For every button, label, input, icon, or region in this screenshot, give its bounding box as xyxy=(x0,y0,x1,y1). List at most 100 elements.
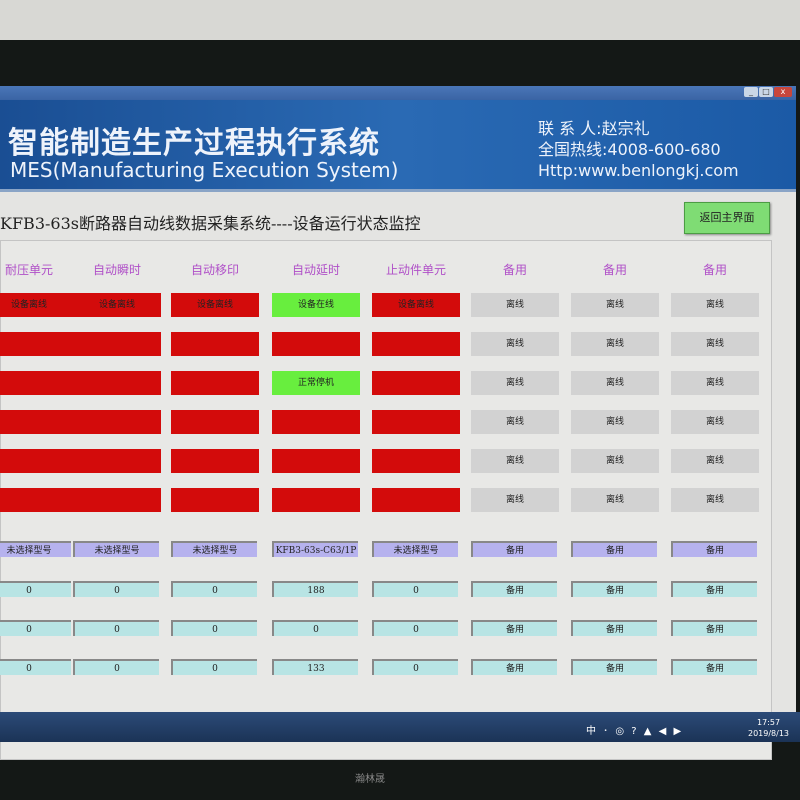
back-to-main-button[interactable]: 返回主界面 xyxy=(684,202,770,234)
status-cell[interactable] xyxy=(372,449,460,473)
status-cell[interactable]: 离线 xyxy=(471,332,559,356)
model-field[interactable]: 未选择型号 xyxy=(171,541,257,557)
count-field[interactable]: 备用 xyxy=(471,581,557,597)
status-cell[interactable] xyxy=(73,410,161,434)
count-field[interactable]: 0 xyxy=(73,581,159,597)
status-cell[interactable]: 离线 xyxy=(571,449,659,473)
status-cell[interactable]: 离线 xyxy=(671,293,759,317)
status-cell[interactable]: 离线 xyxy=(471,488,559,512)
count-field[interactable]: 0 xyxy=(171,620,257,636)
count-field[interactable]: 备用 xyxy=(471,659,557,675)
status-cell[interactable]: 设备离线 xyxy=(73,293,161,317)
status-cell[interactable] xyxy=(0,488,73,512)
count-field[interactable]: 0 xyxy=(372,581,458,597)
count-field[interactable]: 备用 xyxy=(471,620,557,636)
status-cell[interactable]: 离线 xyxy=(671,488,759,512)
count-field[interactable]: 0 xyxy=(372,659,458,675)
status-cell[interactable]: 离线 xyxy=(671,371,759,395)
count-field[interactable]: 0 xyxy=(272,620,358,636)
status-cell[interactable] xyxy=(272,410,360,434)
status-cell[interactable] xyxy=(73,332,161,356)
model-field[interactable]: 备用 xyxy=(571,541,657,557)
status-cell[interactable] xyxy=(73,449,161,473)
minimize-button[interactable]: _ xyxy=(744,87,758,97)
column-header: 自动移印 xyxy=(190,263,239,277)
maximize-button[interactable]: □ xyxy=(759,87,773,97)
status-cell[interactable]: 离线 xyxy=(571,293,659,317)
status-cell[interactable]: 离线 xyxy=(471,371,559,395)
status-cell[interactable]: 离线 xyxy=(671,410,759,434)
status-cell[interactable]: 离线 xyxy=(671,449,759,473)
count-field[interactable]: 备用 xyxy=(571,581,657,597)
model-field[interactable]: KFB3-63s-C63/1P xyxy=(272,541,358,557)
count-field[interactable]: 0 xyxy=(171,659,257,675)
status-cell[interactable]: 离线 xyxy=(471,293,559,317)
count-field[interactable]: 0 xyxy=(372,620,458,636)
wall xyxy=(0,0,800,40)
status-cell[interactable] xyxy=(0,332,73,356)
status-cell[interactable] xyxy=(272,488,360,512)
page-title: KFB3-63s断路器自动线数据采集系统----设备运行状态监控 xyxy=(0,214,421,233)
status-cell[interactable] xyxy=(73,371,161,395)
status-cell[interactable]: 离线 xyxy=(571,410,659,434)
clock[interactable]: 17:57 2019/8/13 xyxy=(748,717,789,739)
count-field[interactable]: 0 xyxy=(0,581,71,597)
count-field[interactable]: 0 xyxy=(171,581,257,597)
title-bar: _ □ x xyxy=(0,86,796,100)
count-field[interactable]: 备用 xyxy=(571,659,657,675)
count-field[interactable]: 133 xyxy=(272,659,358,675)
system-tray[interactable]: 中 ･ ◎ ? ▲ ◀ ▶ xyxy=(586,726,684,737)
banner: 智能制造生产过程执行系统 MES(Manufacturing Execution… xyxy=(0,100,796,192)
column-header: 止动件单元 xyxy=(385,263,446,277)
status-cell[interactable] xyxy=(372,488,460,512)
status-cell[interactable]: 设备离线 xyxy=(171,293,259,317)
count-field[interactable]: 0 xyxy=(0,620,71,636)
count-field[interactable]: 0 xyxy=(0,659,71,675)
taskbar: 中 ･ ◎ ? ▲ ◀ ▶ 17:57 2019/8/13 xyxy=(0,712,800,742)
status-cell[interactable] xyxy=(272,332,360,356)
status-cell[interactable] xyxy=(73,488,161,512)
status-cell[interactable]: 离线 xyxy=(471,449,559,473)
banner-subtitle: MES(Manufacturing Execution System) xyxy=(10,158,399,182)
status-cell[interactable] xyxy=(171,371,259,395)
clock-time: 17:57 xyxy=(756,718,781,727)
status-cell[interactable] xyxy=(171,410,259,434)
status-cell[interactable]: 离线 xyxy=(571,332,659,356)
contact-person: 联 系 人:赵宗礼 xyxy=(538,119,650,138)
count-field[interactable]: 备用 xyxy=(671,581,757,597)
status-cell[interactable]: 设备离线 xyxy=(372,293,460,317)
status-cell[interactable] xyxy=(171,488,259,512)
status-cell[interactable] xyxy=(171,449,259,473)
status-cell[interactable]: 离线 xyxy=(571,488,659,512)
column-header: 耐压单元 xyxy=(4,263,53,277)
status-cell[interactable]: 设备在线 xyxy=(272,293,360,317)
status-cell[interactable]: 离线 xyxy=(471,410,559,434)
count-field[interactable]: 备用 xyxy=(671,659,757,675)
model-field[interactable]: 备用 xyxy=(471,541,557,557)
close-button[interactable]: x xyxy=(774,87,792,97)
status-cell[interactable] xyxy=(372,410,460,434)
count-field[interactable]: 0 xyxy=(73,620,159,636)
column-header: 备用 xyxy=(602,263,627,277)
status-cell[interactable]: 离线 xyxy=(671,332,759,356)
count-field[interactable]: 0 xyxy=(73,659,159,675)
status-cell[interactable] xyxy=(0,410,73,434)
column-header: 备用 xyxy=(502,263,527,277)
status-cell[interactable]: 设备离线 xyxy=(0,293,73,317)
status-cell[interactable]: 离线 xyxy=(571,371,659,395)
model-field[interactable]: 未选择型号 xyxy=(372,541,458,557)
status-cell[interactable] xyxy=(372,371,460,395)
status-cell[interactable] xyxy=(0,371,73,395)
model-field[interactable]: 未选择型号 xyxy=(0,541,71,557)
status-cell[interactable] xyxy=(171,332,259,356)
app-window: _ □ x 智能制造生产过程执行系统 MES(Manufacturing Exe… xyxy=(0,86,796,760)
count-field[interactable]: 188 xyxy=(272,581,358,597)
count-field[interactable]: 备用 xyxy=(571,620,657,636)
model-field[interactable]: 备用 xyxy=(671,541,757,557)
status-cell[interactable]: 正常停机 xyxy=(272,371,360,395)
status-cell[interactable] xyxy=(372,332,460,356)
status-cell[interactable] xyxy=(272,449,360,473)
status-cell[interactable] xyxy=(0,449,73,473)
model-field[interactable]: 未选择型号 xyxy=(73,541,159,557)
count-field[interactable]: 备用 xyxy=(671,620,757,636)
